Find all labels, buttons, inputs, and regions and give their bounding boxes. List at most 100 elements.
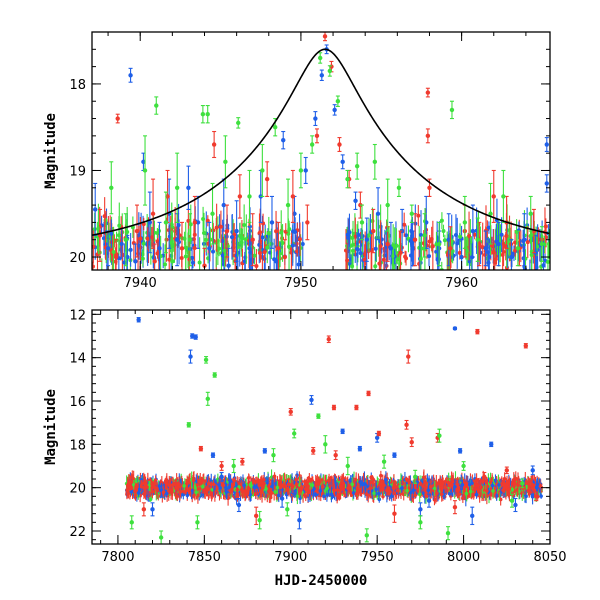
top-blue-point xyxy=(509,239,514,270)
baseline-point xyxy=(499,217,504,253)
baseline-point xyxy=(468,485,473,498)
top-red-point xyxy=(276,221,281,270)
baseline-point xyxy=(335,485,340,495)
top-blue-point xyxy=(388,221,394,270)
top-green-point xyxy=(359,204,365,241)
baseline-point xyxy=(163,244,168,270)
bottom-green-point xyxy=(158,530,164,544)
bottom-red-point xyxy=(288,408,293,416)
baseline-point xyxy=(404,225,409,246)
baseline-point xyxy=(245,488,250,498)
baseline-point xyxy=(205,215,210,227)
baseline-point xyxy=(232,477,237,484)
baseline-point xyxy=(164,489,169,498)
baseline-point xyxy=(211,480,216,489)
bottom-green-point xyxy=(129,515,134,530)
x-tick-label: 7900 xyxy=(274,550,307,565)
baseline-point xyxy=(309,477,313,484)
baseline-point xyxy=(355,232,360,266)
baseline-point xyxy=(102,197,107,236)
x-tick-label: 8000 xyxy=(447,550,480,565)
top-green-point xyxy=(335,95,341,107)
top-green-point xyxy=(436,221,442,267)
bottom-red-point xyxy=(409,437,414,448)
top-blue-point xyxy=(522,213,527,267)
baseline-point xyxy=(464,236,469,266)
top-red-point xyxy=(264,161,270,197)
bottom-red-point xyxy=(219,461,224,471)
baseline-point xyxy=(525,226,530,258)
top-green-point xyxy=(488,182,493,245)
baseline-point xyxy=(501,486,505,494)
baseline-point xyxy=(524,489,528,504)
baseline-point xyxy=(296,246,301,270)
bottom-blue-point xyxy=(297,510,302,530)
baseline-point xyxy=(337,495,342,501)
baseline-point xyxy=(516,477,520,493)
bottom-red-point xyxy=(311,447,316,455)
bottom-blue-point xyxy=(392,452,397,458)
baseline-point xyxy=(442,234,447,246)
y-tick-label: 20 xyxy=(69,251,86,266)
top-red-point xyxy=(224,204,230,258)
bottom-green-point xyxy=(412,469,418,484)
bottom-red-point xyxy=(404,419,409,430)
baseline-point xyxy=(402,212,407,237)
baseline-point xyxy=(427,245,432,267)
bottom-red-point xyxy=(533,491,539,502)
x-tick-label: 7950 xyxy=(361,550,394,565)
baseline-point xyxy=(400,485,404,492)
baseline-point xyxy=(484,484,489,498)
top-blue-point xyxy=(319,69,325,82)
top-red-point xyxy=(314,128,320,144)
top-green-point xyxy=(422,213,427,258)
baseline-point xyxy=(125,483,129,497)
baseline-point xyxy=(141,217,146,231)
baseline-point xyxy=(321,478,325,495)
top-green-point xyxy=(515,230,521,267)
bottom-green-point xyxy=(231,458,236,474)
bottom-panel-data xyxy=(124,317,543,544)
x-tick-label: 7940 xyxy=(124,276,157,291)
baseline-point xyxy=(510,486,515,493)
bottom-blue-point xyxy=(513,497,518,513)
baseline-point xyxy=(299,484,304,493)
bottom-panel-axes: 7800 7850 7900 7950 8000 8050 12 14 16 18 20 22 xyxy=(69,308,566,565)
baseline-point xyxy=(429,226,434,252)
baseline-point xyxy=(290,225,295,266)
top-red-point xyxy=(282,239,288,270)
baseline-point xyxy=(262,241,267,263)
baseline-point xyxy=(539,493,543,499)
baseline-point xyxy=(274,252,279,270)
bottom-red-point xyxy=(240,457,245,466)
baseline-point xyxy=(382,481,386,490)
bottom-blue-point xyxy=(210,452,216,458)
bottom-green-point xyxy=(205,391,210,406)
baseline-point xyxy=(360,476,365,493)
baseline-point xyxy=(405,484,409,498)
baseline-point xyxy=(348,477,352,484)
baseline-point xyxy=(128,233,133,267)
bottom-red-point xyxy=(198,445,204,452)
y-tick-label: 14 xyxy=(69,352,86,367)
baseline-point xyxy=(235,487,240,493)
baseline-point xyxy=(248,481,253,488)
y-tick-label: 19 xyxy=(69,164,86,179)
baseline-point xyxy=(403,250,408,263)
baseline-point xyxy=(272,472,277,481)
top-blue-point xyxy=(105,230,111,267)
baseline-point xyxy=(215,477,220,483)
baseline-point xyxy=(318,478,322,486)
top-blue-point xyxy=(353,191,358,210)
baseline-point xyxy=(485,237,490,267)
baseline-point xyxy=(198,483,202,495)
baseline-point xyxy=(396,482,401,499)
top-red-point xyxy=(179,221,185,270)
baseline-point xyxy=(294,474,298,485)
baseline-point xyxy=(416,488,420,494)
top-blue-point xyxy=(195,195,201,249)
baseline-point xyxy=(279,210,284,255)
baseline-point xyxy=(453,478,457,495)
baseline-point xyxy=(390,242,395,270)
bottom-green-point xyxy=(509,493,515,508)
